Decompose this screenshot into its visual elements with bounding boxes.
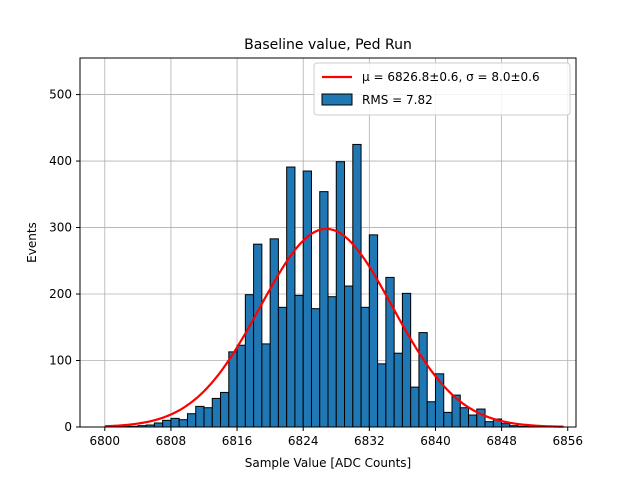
chart-title: Baseline value, Ped Run [244,37,412,53]
histogram-bar [277,306,288,428]
legend-histogram-label: RMS = 7.82 [362,93,433,107]
histogram-bar [244,294,255,428]
fit-curve-group [104,227,564,428]
histogram-bar [269,238,279,428]
x-tick-label: 6856 [552,434,583,448]
histogram-bar [468,414,478,428]
histogram-bar [203,407,213,428]
histogram-bar [401,292,412,428]
histogram-bar [286,166,296,428]
x-tick-label: 6816 [222,434,253,448]
y-tick-label: 100 [49,354,72,368]
plot-frame [79,57,577,428]
histogram-bar [418,332,428,428]
histogram-bar [294,294,304,428]
x-tick-label: 6848 [486,434,517,448]
histogram-bar [426,401,436,428]
histogram-bar [253,243,263,428]
histogram-bar [211,397,222,428]
histogram-bar [186,413,197,428]
histogram-bar [368,234,379,428]
histogram-bar [310,308,321,428]
x-tick-label: 6824 [288,434,319,448]
histogram-bar [377,363,387,428]
histogram-bar [162,419,172,428]
fit-curve [104,227,564,428]
y-tick-label: 0 [64,420,72,434]
x-tick-label: 6832 [354,434,385,448]
legend-histogram-swatch [321,93,353,106]
x-tick-label: 6840 [420,434,451,448]
x-tick-label: 6808 [156,434,187,448]
histogram-bar [327,296,337,428]
y-axis-ticks: 0 100 200 300 400 500 [49,88,80,434]
histogram-bar [410,386,420,428]
histogram-bar [385,276,395,428]
histogram-bar [228,351,238,428]
histogram-bar [393,352,403,428]
histogram-bar [335,161,346,428]
x-tick-label: 6800 [90,434,121,448]
histogram-bar [195,405,205,428]
histogram-bar [178,419,188,428]
y-axis-label: Events [25,222,39,263]
histogram-bars [112,143,536,428]
histogram-bar [344,285,354,428]
histogram-bar [459,407,470,428]
histogram-bar [220,391,230,428]
histogram-bar [261,343,271,428]
histogram-bar [170,417,180,428]
x-axis-label: Sample Value [ADC Counts] [245,456,411,470]
legend-box [313,62,571,116]
y-tick-label: 400 [49,154,72,168]
histogram-bar [360,306,370,428]
histogram-bar [484,421,494,428]
y-tick-label: 500 [49,88,72,102]
histogram-bar [302,170,312,428]
histogram-bar [319,191,329,428]
histogram-bar [352,143,362,428]
histogram-bar [153,422,164,428]
y-tick-label: 200 [49,287,72,301]
legend: μ = 6826.8±0.6, σ = 8.0±0.6 RMS = 7.82 [313,62,571,116]
histogram-bar [443,411,453,428]
y-tick-label: 300 [49,221,72,235]
x-axis-ticks: 6800 6808 6816 6824 6832 6840 6848 6856 [90,427,583,448]
legend-fit-label: μ = 6826.8±0.6, σ = 8.0±0.6 [362,70,540,84]
histogram-bar [236,344,246,428]
